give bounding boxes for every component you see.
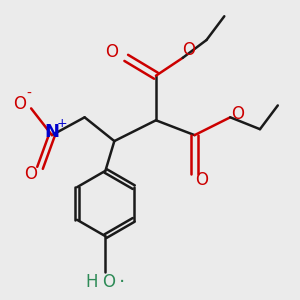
Text: N: N [44, 123, 59, 141]
Text: O: O [231, 105, 244, 123]
Text: O: O [182, 41, 195, 59]
Text: O: O [25, 165, 38, 183]
Text: O: O [105, 43, 118, 61]
Text: +: + [57, 117, 68, 130]
Text: -: - [26, 86, 31, 100]
Text: H: H [86, 273, 98, 291]
Text: O: O [102, 273, 115, 291]
Text: O: O [196, 171, 208, 189]
Text: O: O [13, 95, 26, 113]
Text: ·: · [118, 273, 125, 292]
